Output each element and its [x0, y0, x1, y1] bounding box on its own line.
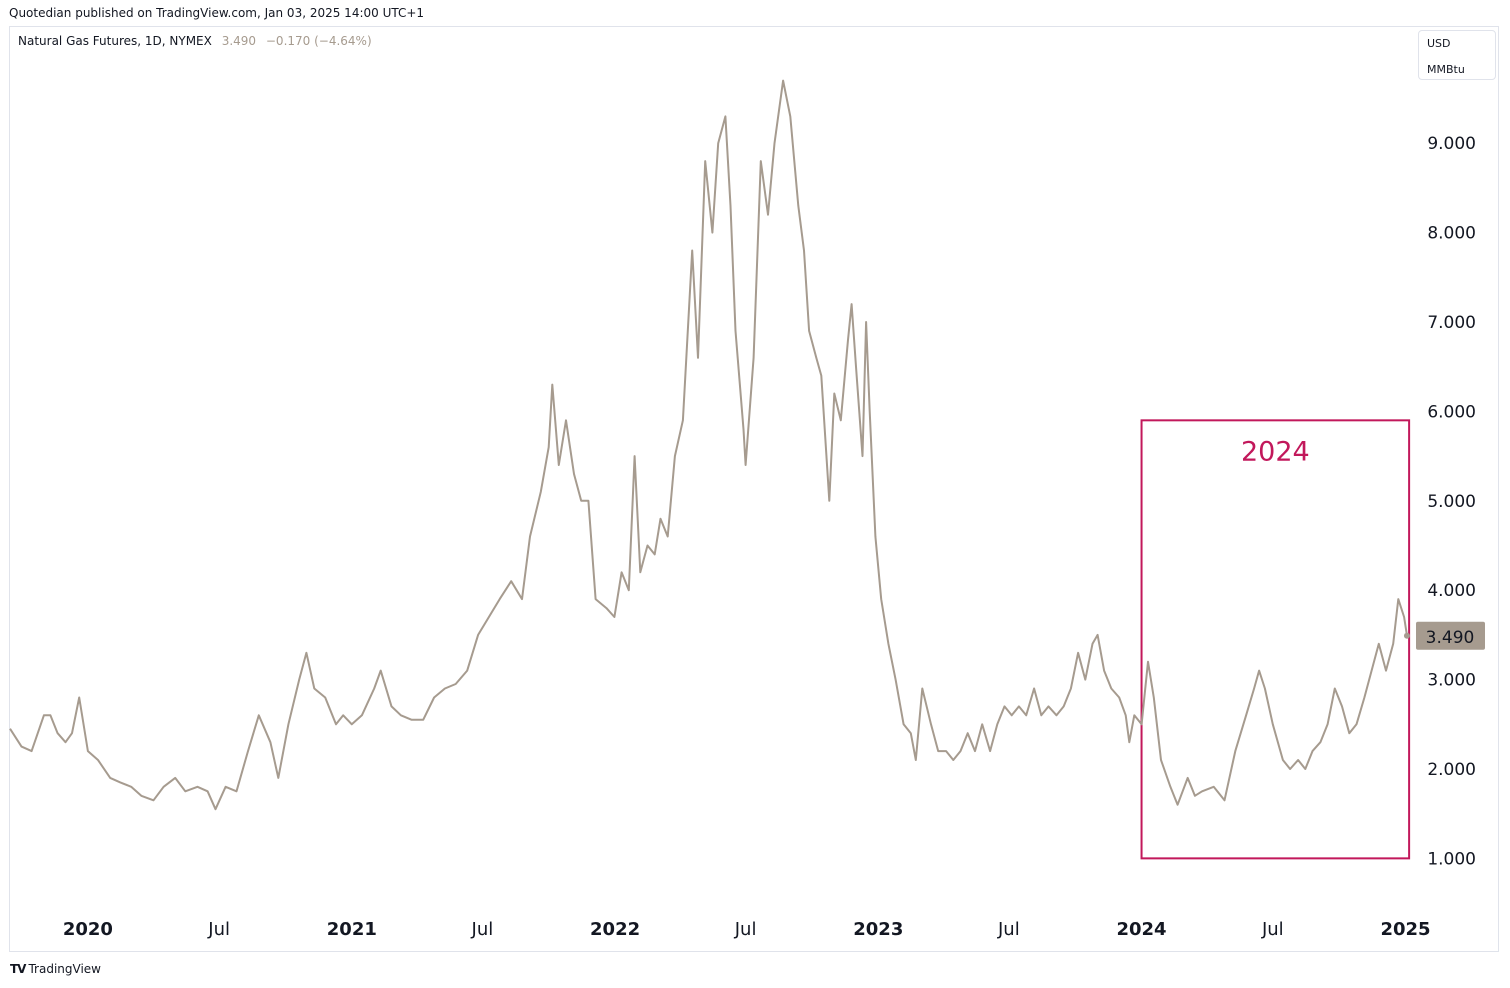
published-by-text: Quotedian published on TradingView.com, … — [9, 6, 425, 20]
last-price-tag: 3.490 — [1416, 621, 1485, 650]
legend-symbol: Natural Gas Futures, 1D, NYMEX — [18, 34, 212, 48]
x-tick-label: Jul — [207, 919, 230, 940]
legend-change: −0.170 (−4.64%) — [265, 34, 372, 48]
series-line — [9, 79, 1408, 811]
x-tick-label: 2022 — [590, 919, 640, 940]
y-tick-label: 9.000 — [1427, 134, 1476, 154]
x-tick-label: 2020 — [63, 919, 113, 940]
x-tick-label: Jul — [471, 919, 494, 940]
x-tick-label: Jul — [997, 919, 1020, 940]
y-axis: 1.000 2.000 3.000 4.000 5.000 6.000 7.000 8.000… — [1417, 45, 1476, 870]
x-axis: 2020 Jul 2021 Jul 2022 Jul 2023 Jul 2024 Jul 2025 — [63, 919, 1431, 940]
y-tick-label: 8.000 — [1427, 224, 1476, 244]
measure-label: MMBtu — [1427, 63, 1465, 76]
y-tick-label: 7.000 — [1427, 313, 1476, 333]
highlight-label: 2024 — [1241, 436, 1310, 467]
chart-legend: Natural Gas Futures, 1D, NYMEX 3.490 −0.… — [18, 34, 372, 48]
highlight-rect — [1140, 419, 1411, 860]
footer-brand[interactable]: TV TradingView — [10, 962, 101, 976]
x-tick-label: 2025 — [1380, 919, 1430, 940]
price-tag-bg — [1416, 621, 1485, 650]
tradingview-logo-icon: TV — [10, 962, 27, 976]
currency-label: USD — [1427, 37, 1451, 50]
x-tick-label: Jul — [734, 919, 757, 940]
chart-frame[interactable] — [9, 26, 1499, 952]
footer-brand-label: TradingView — [28, 962, 101, 976]
highlight-box: 2024 — [1140, 419, 1411, 860]
y-tick-label: 4.000 — [1427, 581, 1476, 601]
y-tick-label: 5.000 — [1427, 492, 1476, 512]
x-tick-label: Jul — [1261, 919, 1284, 940]
x-tick-label: 2021 — [327, 919, 377, 940]
x-tick-label: 2023 — [853, 919, 903, 940]
unit-selector[interactable]: USD MMBtu — [1418, 30, 1496, 80]
y-tick-label: 2.000 — [1427, 760, 1476, 780]
legend-value: 3.490 — [221, 34, 257, 48]
x-tick-label: 2024 — [1116, 919, 1166, 940]
price-tag-label: 3.490 — [1426, 628, 1475, 648]
last-point-dot — [1403, 632, 1410, 639]
price-series[interactable] — [9, 79, 1410, 811]
y-tick-label: 3.000 — [1427, 671, 1476, 691]
y-tick-label: 1.000 — [1427, 849, 1476, 869]
y-tick-label: 6.000 — [1427, 402, 1476, 422]
